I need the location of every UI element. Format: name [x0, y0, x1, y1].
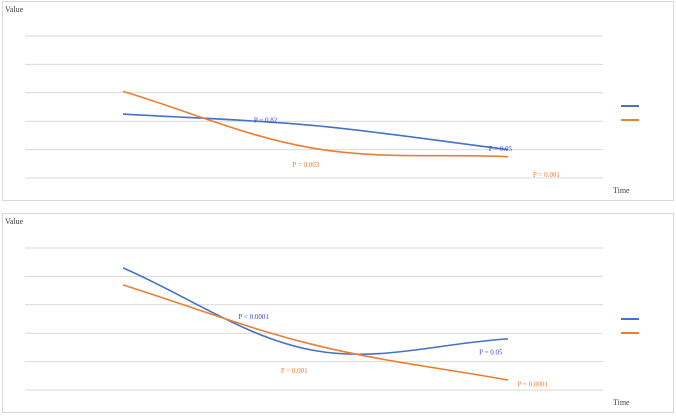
series-line-1: [122, 113, 509, 151]
line-chart-top: Value Time P = 0.82 P = 0.05 P = 0.003 P = 0.…: [5, 5, 639, 195]
y-axis-label: Value: [5, 5, 24, 14]
p-value-label: P = 0.001: [281, 367, 308, 375]
series-line-1: [122, 267, 509, 356]
p-value-label: P = 0.001: [533, 171, 560, 179]
line-chart-bottom: Value Time P < 0.0001 P = 0.05 P = 0.001 P = …: [5, 217, 639, 407]
p-value-label: P = 0.003: [292, 161, 319, 169]
p-value-label: P = 0.82: [254, 117, 278, 125]
p-value-label: P = 0.05: [489, 145, 513, 153]
series-line-2: [122, 284, 509, 381]
p-value-label: P = 0.0001: [518, 381, 549, 389]
p-value-label: P = 0.05: [479, 349, 503, 357]
p-value-label: P < 0.0001: [239, 313, 270, 321]
chart-panel-bottom: Value Time P < 0.0001 P = 0.05 P = 0.001 P = …: [2, 213, 674, 413]
x-axis-label: Time: [613, 398, 630, 407]
x-axis-label: Time: [613, 186, 630, 195]
y-axis-label: Value: [5, 217, 24, 226]
chart-panel-top: Value Time P = 0.82 P = 0.05 P = 0.003 P = 0.…: [2, 1, 674, 201]
series-line-2: [122, 90, 509, 158]
